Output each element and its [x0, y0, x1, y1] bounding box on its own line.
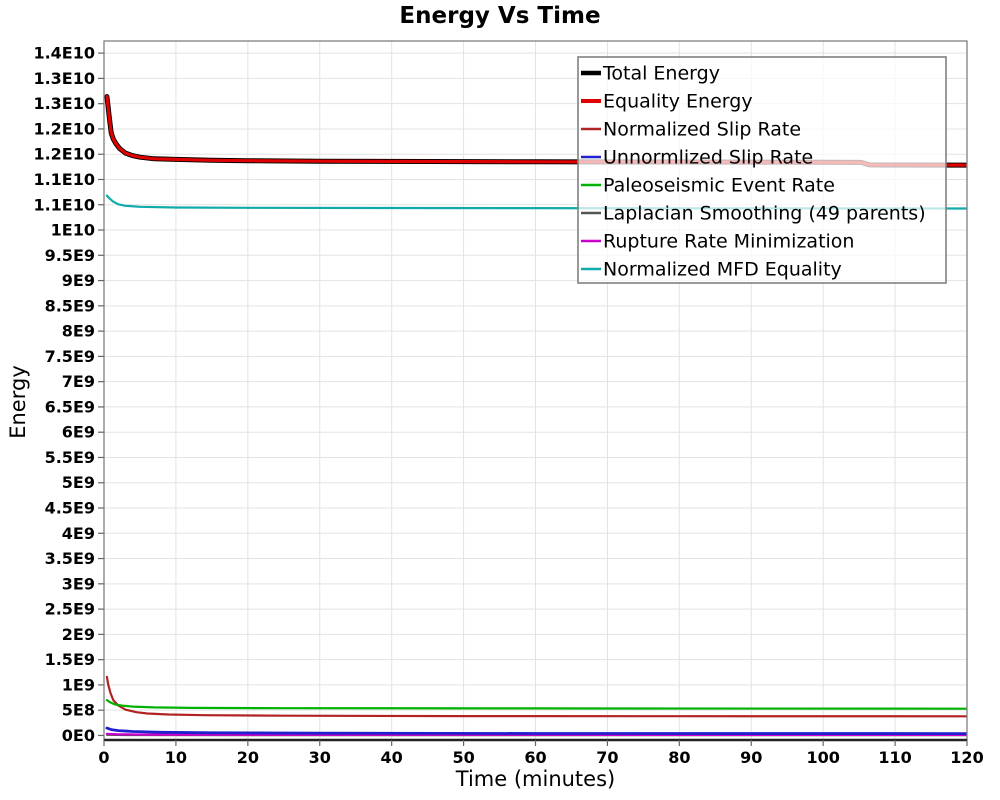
- legend-label: Total Energy: [602, 63, 720, 85]
- x-tick-label: 60: [524, 748, 546, 767]
- x-tick-label: 30: [309, 748, 331, 767]
- y-tick-label: 8E9: [62, 322, 95, 341]
- legend: Total Energy Equality Energy Normalized Sl…: [577, 56, 947, 284]
- legend-label: Normalized Slip Rate: [603, 119, 801, 141]
- y-tick-label: 1.4E10: [33, 44, 95, 63]
- y-tick-label: 6E9: [62, 423, 95, 442]
- y-tick-label: 9.5E9: [45, 246, 95, 265]
- x-tick-label: 50: [452, 748, 474, 767]
- x-tick-label: 20: [237, 748, 259, 767]
- x-tick-label: 0: [98, 748, 109, 767]
- y-tick-label: 1E10: [51, 221, 95, 240]
- legend-label: Equality Energy: [603, 91, 753, 113]
- y-tick-label: 1.2E10: [33, 145, 95, 164]
- legend-item: Equality Energy: [581, 91, 753, 113]
- y-tick-label: 1.3E10: [33, 94, 95, 113]
- y-tick-label: 3E9: [62, 574, 95, 593]
- y-tick-label: 6.5E9: [45, 397, 95, 416]
- x-tick-label: 80: [668, 748, 690, 767]
- y-tick-label: 8.5E9: [45, 296, 95, 315]
- series-line-normalized-mfd-equality: [105, 194, 967, 210]
- x-axis-title: Time (minutes): [455, 767, 616, 791]
- y-tick-label: 3.5E9: [45, 549, 95, 568]
- legend-item: Laplacian Smoothing (49 parents): [581, 203, 926, 225]
- y-axis-title: Energy: [6, 365, 30, 439]
- legend-item: Normalized Slip Rate: [581, 119, 801, 141]
- y-tick-label: 9E9: [62, 271, 95, 290]
- series-line-normalized-slip-rate: [105, 675, 967, 718]
- y-tick-label: 0E0: [62, 726, 95, 745]
- legend-label: Rupture Rate Minimization: [603, 231, 854, 253]
- y-tick-label: 1.5E9: [45, 650, 95, 669]
- x-tick-label: 70: [596, 748, 618, 767]
- y-tick-label: 4.5E9: [45, 499, 95, 518]
- legend-item: Paleoseismic Event Rate: [581, 175, 835, 197]
- legend-label: Unnormlized Slip Rate: [603, 147, 813, 169]
- y-tick-label: 2E9: [62, 625, 95, 644]
- y-tick-label: 1.1E10: [33, 195, 95, 214]
- y-tick-label: 1.1E10: [33, 170, 95, 189]
- y-tick-label: 2.5E9: [45, 600, 95, 619]
- x-tick-label: 100: [806, 748, 839, 767]
- y-tick-label: 5E8: [62, 701, 95, 720]
- x-tick-label: 110: [878, 748, 911, 767]
- series-line-paleoseismic-event-rate: [105, 698, 967, 710]
- series-line-unnormlized-slip-rate: [105, 726, 967, 735]
- legend-label: Laplacian Smoothing (49 parents): [603, 203, 926, 225]
- y-tick-label: 7.5E9: [45, 347, 95, 366]
- x-tick-label: 90: [740, 748, 762, 767]
- y-tick-label: 1.2E10: [33, 119, 95, 138]
- legend-background: [577, 56, 947, 284]
- x-tick-label: 10: [165, 748, 187, 767]
- y-tick-label: 5.5E9: [45, 448, 95, 467]
- legend-label: Normalized MFD Equality: [603, 259, 842, 281]
- y-tick-label: 1.3E10: [33, 69, 95, 88]
- y-tick-label: 5E9: [62, 473, 95, 492]
- legend-item: Unnormlized Slip Rate: [581, 147, 813, 169]
- x-tick-label: 120: [950, 748, 983, 767]
- legend-item: Total Energy: [581, 63, 720, 85]
- y-tick-label: 4E9: [62, 524, 95, 543]
- chart-title: Energy Vs Time: [399, 3, 601, 29]
- y-tick-label: 7E9: [62, 372, 95, 391]
- legend-item: Normalized MFD Equality: [581, 259, 842, 281]
- legend-item: Rupture Rate Minimization: [581, 231, 854, 253]
- series-line-rupture-rate-minimization: [105, 732, 967, 737]
- legend-label: Paleoseismic Event Rate: [603, 175, 835, 197]
- x-tick-label: 40: [381, 748, 403, 767]
- y-tick-label: 1E9: [62, 675, 95, 694]
